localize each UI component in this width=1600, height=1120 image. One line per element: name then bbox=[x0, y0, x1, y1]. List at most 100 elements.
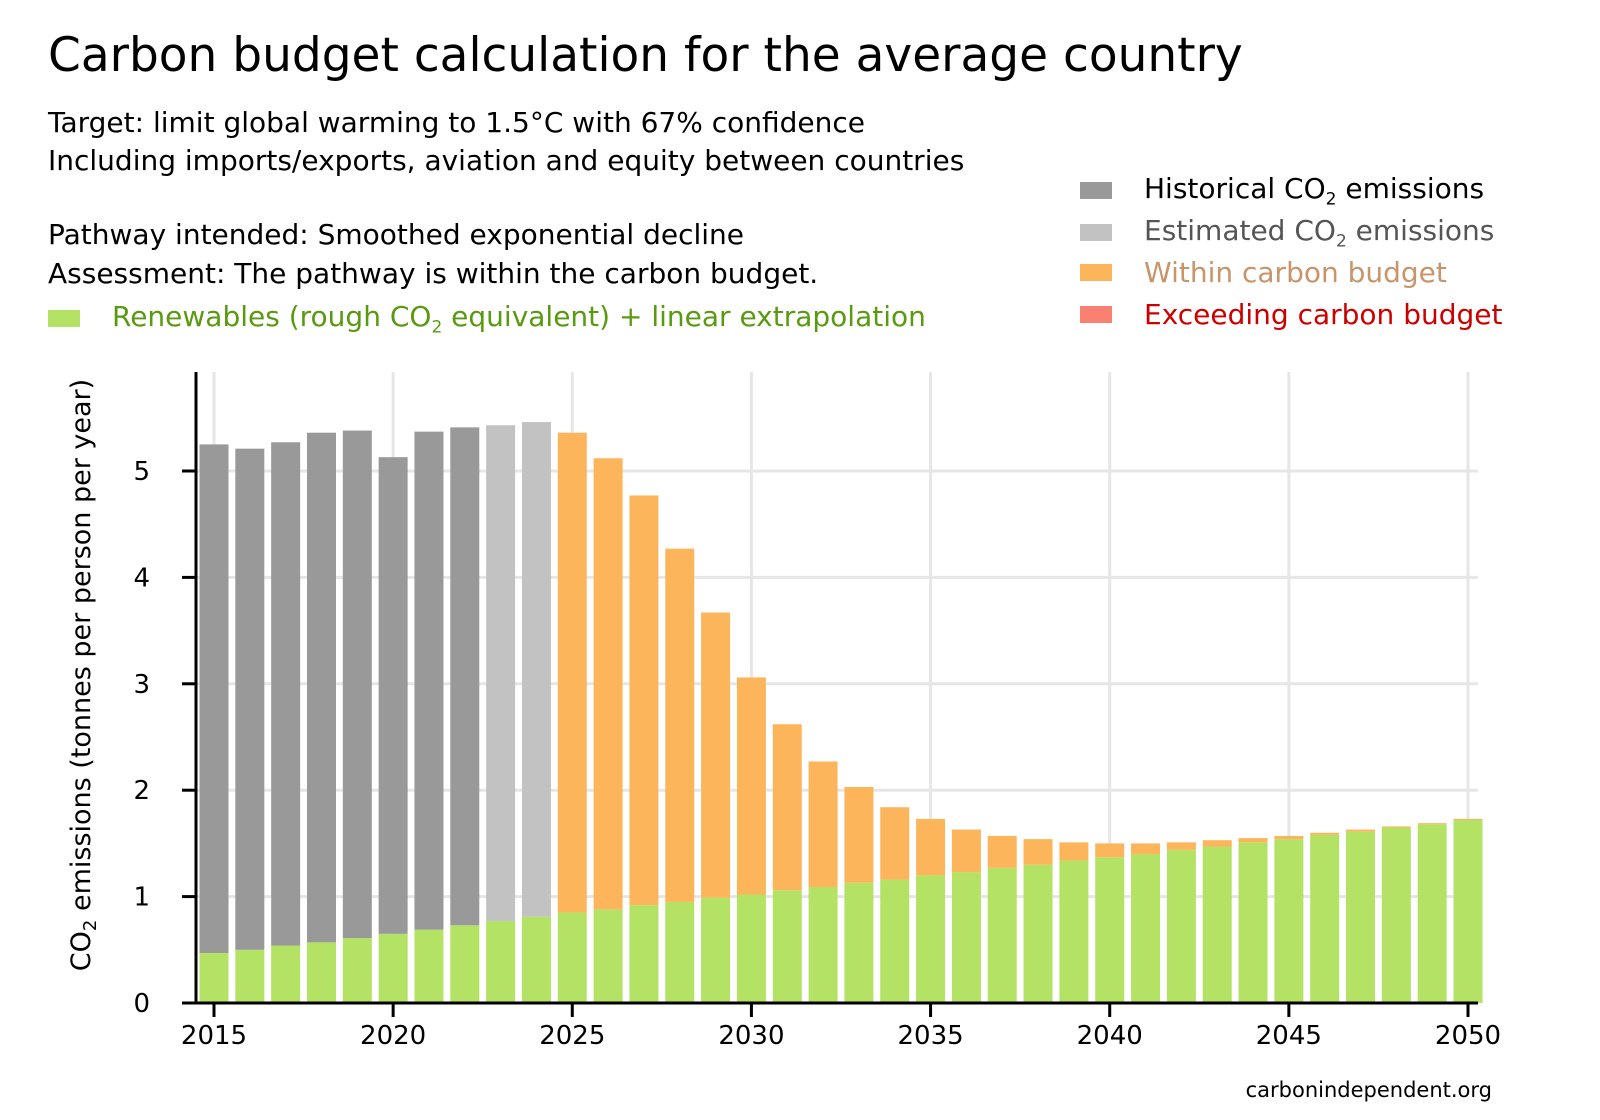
bar-segment-2037-3 bbox=[987, 835, 1017, 868]
bar-segment-2036-3 bbox=[951, 829, 981, 873]
bar-segment-2039-0 bbox=[1059, 860, 1089, 1003]
x-tick-label: 2045 bbox=[1256, 1021, 1322, 1051]
bar-segment-2037-0 bbox=[987, 867, 1017, 1003]
bar-segment-2041-3 bbox=[1131, 843, 1161, 855]
y-tick-label: 4 bbox=[133, 563, 150, 593]
bar-segment-2044-3 bbox=[1238, 838, 1268, 843]
including-text: Including imports/exports, aviation and … bbox=[48, 144, 965, 177]
tick-labels: 0 1 2 3 4 5 2015 2020 2025 2030 2035 2040 2045 2050 bbox=[133, 457, 1501, 1051]
bars bbox=[199, 422, 1483, 1003]
bar-segment-2043-3 bbox=[1202, 840, 1232, 847]
bar-segment-2024-2 bbox=[521, 422, 551, 917]
assessment-text: Assessment: The pathway is within the ca… bbox=[48, 257, 819, 290]
bar-segment-2022-1 bbox=[450, 427, 480, 926]
bar-segment-2043-0 bbox=[1202, 846, 1232, 1003]
x-tick-label: 2050 bbox=[1435, 1021, 1501, 1051]
y-tick-label: 5 bbox=[133, 457, 150, 487]
bar-segment-2020-1 bbox=[378, 457, 408, 934]
bar-segment-2016-0 bbox=[235, 949, 265, 1003]
bar-segment-2030-3 bbox=[736, 677, 766, 895]
bar-segment-2015-0 bbox=[199, 952, 229, 1003]
bar-segment-2035-0 bbox=[916, 875, 946, 1003]
legend-estimated: Estimated CO2 emissions bbox=[1080, 214, 1494, 252]
bar-segment-2019-0 bbox=[342, 938, 372, 1003]
legend-label-exceeding: Exceeding carbon budget bbox=[1144, 298, 1503, 331]
x-tick-label: 2015 bbox=[181, 1021, 247, 1051]
x-tick-label: 2035 bbox=[897, 1021, 963, 1051]
bar-segment-2028-0 bbox=[665, 901, 695, 1003]
bar-segment-2018-1 bbox=[306, 432, 336, 943]
bar-segment-2046-0 bbox=[1310, 834, 1340, 1003]
bar-segment-2048-3 bbox=[1381, 826, 1411, 828]
credit-text: carbonindependent.org bbox=[1245, 1078, 1492, 1102]
bar-segment-2026-3 bbox=[593, 458, 623, 910]
bar-segment-2031-0 bbox=[772, 890, 802, 1003]
legend-label-estimated: Estimated CO2 emissions bbox=[1144, 214, 1495, 252]
pathway-text: Pathway intended: Smoothed exponential d… bbox=[48, 218, 745, 251]
bar-segment-2046-3 bbox=[1310, 832, 1340, 835]
bar-segment-2038-0 bbox=[1023, 864, 1053, 1003]
legend-swatch-estimated bbox=[1080, 224, 1112, 242]
bar-segment-2034-0 bbox=[880, 879, 910, 1003]
bar-segment-2024-0 bbox=[521, 916, 551, 1003]
bar-segment-2041-0 bbox=[1131, 854, 1161, 1003]
x-tick-label: 2020 bbox=[360, 1021, 426, 1051]
bar-segment-2023-0 bbox=[486, 921, 516, 1003]
bar-segment-2023-2 bbox=[486, 425, 516, 922]
legend-swatch-within bbox=[1080, 264, 1112, 281]
bar-segment-2033-3 bbox=[844, 787, 874, 883]
bar-segment-2040-0 bbox=[1095, 857, 1125, 1003]
bar-segment-2032-3 bbox=[808, 761, 838, 888]
y-tick-label: 2 bbox=[133, 776, 150, 806]
bar-segment-2020-0 bbox=[378, 933, 408, 1003]
bar-segment-2019-1 bbox=[342, 430, 372, 939]
bar-segment-2033-0 bbox=[844, 882, 874, 1003]
bar-segment-2022-0 bbox=[450, 925, 480, 1003]
chart-title: Carbon budget calculation for the averag… bbox=[48, 28, 1243, 83]
legend-historical: Historical CO2 emissions bbox=[1080, 172, 1484, 210]
legend-swatch-renewables bbox=[48, 310, 80, 328]
legend-swatch-exceeding bbox=[1080, 306, 1112, 323]
bar-segment-2021-1 bbox=[414, 431, 444, 930]
bar-segment-2044-0 bbox=[1238, 842, 1268, 1003]
bar-segment-2040-3 bbox=[1095, 843, 1125, 858]
y-axis-label: CO2 emissions (tonnes per person per yea… bbox=[66, 379, 101, 971]
bar-segment-2017-0 bbox=[271, 945, 301, 1003]
y-tick-label: 3 bbox=[133, 670, 150, 700]
bar-segment-2039-3 bbox=[1059, 842, 1089, 861]
legend-exceeding: Exceeding carbon budget bbox=[1080, 298, 1502, 331]
bar-segment-2029-0 bbox=[701, 897, 731, 1003]
legend-swatch-historical bbox=[1080, 182, 1112, 200]
bar-segment-2045-3 bbox=[1274, 835, 1304, 840]
bar-segment-2031-3 bbox=[772, 724, 802, 891]
bar-segment-2018-0 bbox=[306, 942, 336, 1003]
bar-segment-2036-0 bbox=[951, 872, 981, 1003]
bar-segment-2025-3 bbox=[557, 432, 587, 913]
bar-segment-2029-3 bbox=[701, 612, 731, 898]
target-text: Target: limit global warming to 1.5°C wi… bbox=[48, 106, 866, 139]
bar-segment-2050-3 bbox=[1453, 818, 1483, 820]
legend-label-renewables: Renewables (rough CO2 equivalent) + line… bbox=[112, 300, 926, 338]
bar-segment-2026-0 bbox=[593, 909, 623, 1003]
bar-segment-2038-3 bbox=[1023, 839, 1053, 865]
y-tick-label: 1 bbox=[133, 883, 150, 913]
bar-segment-2034-3 bbox=[880, 807, 910, 880]
legend-label-within: Within carbon budget bbox=[1144, 256, 1447, 289]
legend-renewables: Renewables (rough CO2 equivalent) + line… bbox=[48, 300, 926, 338]
bar-segment-2049-3 bbox=[1417, 823, 1447, 825]
bar-segment-2028-3 bbox=[665, 548, 695, 902]
bar-segment-2045-0 bbox=[1274, 839, 1304, 1003]
bar-segment-2015-1 bbox=[199, 444, 229, 953]
axes bbox=[182, 372, 1478, 1017]
bar-segment-2016-1 bbox=[235, 448, 265, 950]
bar-segment-2042-3 bbox=[1166, 842, 1196, 850]
bar-segment-2017-1 bbox=[271, 442, 301, 946]
y-tick-label: 0 bbox=[133, 989, 150, 1019]
bar-segment-2047-3 bbox=[1346, 829, 1376, 832]
bar-segment-2047-0 bbox=[1346, 831, 1376, 1003]
legend-label-historical: Historical CO2 emissions bbox=[1144, 172, 1485, 210]
bar-segment-2027-3 bbox=[629, 495, 659, 906]
bar-segment-2021-0 bbox=[414, 929, 444, 1003]
bar-segment-2042-0 bbox=[1166, 849, 1196, 1003]
